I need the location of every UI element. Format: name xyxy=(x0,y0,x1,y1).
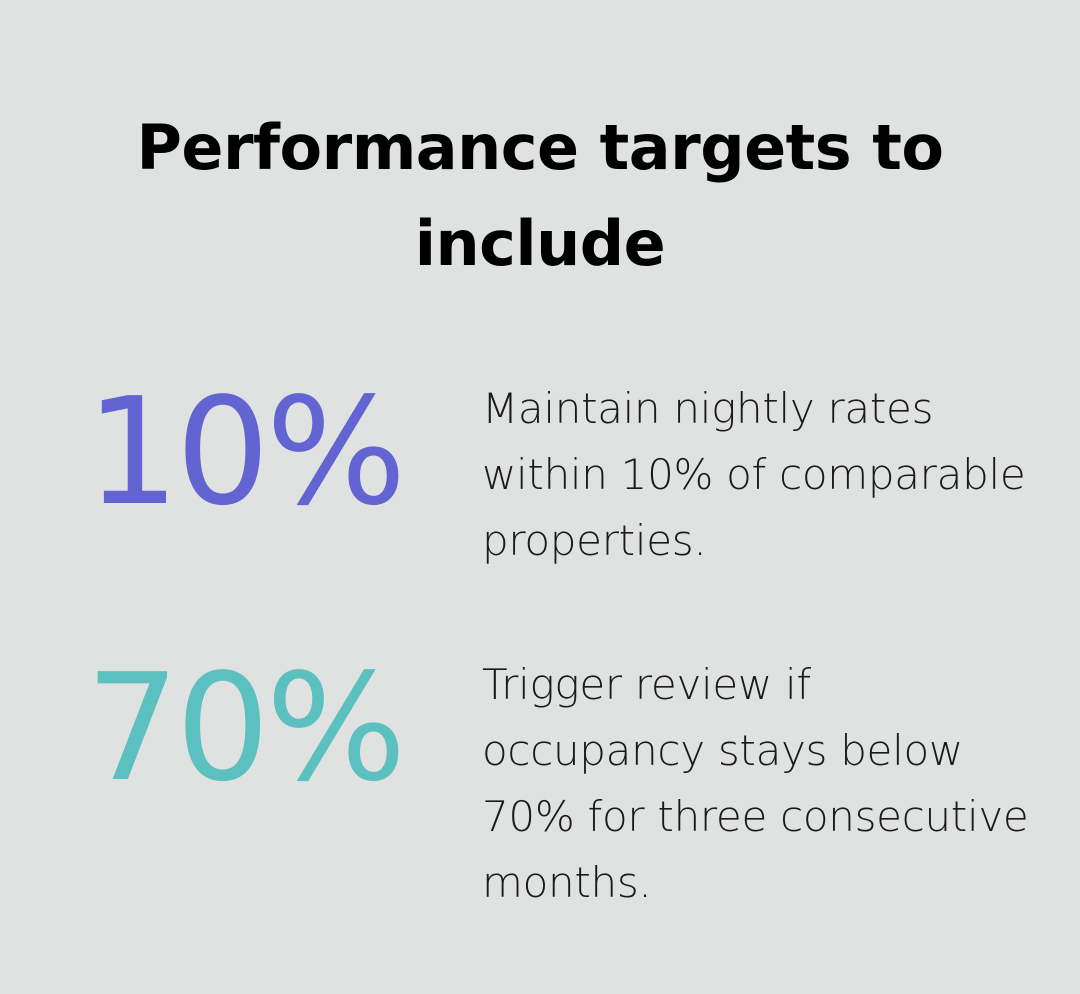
stat-value: 10% xyxy=(85,366,407,538)
stat-description: Maintain nightly rates within 10% of com… xyxy=(482,384,1026,565)
page-title: Performance targets to include xyxy=(136,111,944,280)
stat-value: 70% xyxy=(85,642,407,814)
stat-description: Trigger review if occupancy stays below … xyxy=(482,660,1029,907)
